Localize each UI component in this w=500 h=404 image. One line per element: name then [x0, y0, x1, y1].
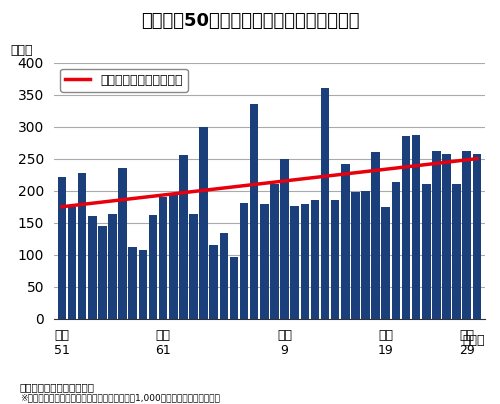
Bar [422, 184, 430, 319]
Bar [290, 206, 299, 319]
Bar [58, 177, 66, 319]
Text: （回）: （回） [10, 44, 33, 57]
Bar [361, 191, 370, 319]
Bar [179, 155, 188, 319]
Bar [270, 184, 278, 319]
Bar [210, 245, 218, 319]
Bar [220, 233, 228, 319]
Bar [260, 204, 268, 319]
Bar [78, 173, 86, 319]
Bar [351, 192, 360, 319]
Bar [432, 151, 440, 319]
Bar [452, 184, 461, 319]
Bar [300, 204, 309, 319]
Bar [462, 151, 471, 319]
Bar [108, 215, 117, 319]
Bar [148, 215, 158, 319]
Text: （年）: （年） [462, 335, 485, 347]
Bar [442, 154, 451, 319]
Bar [372, 152, 380, 319]
Text: 出典：気象庁ホームページ: 出典：気象庁ホームページ [20, 382, 95, 392]
Bar [98, 226, 106, 319]
Bar [169, 193, 177, 319]
Bar [402, 136, 410, 319]
Bar [382, 207, 390, 319]
Bar [88, 217, 96, 319]
Bar [250, 104, 258, 319]
Bar [392, 182, 400, 319]
Bar [321, 88, 330, 319]
Bar [472, 154, 481, 319]
Text: １時間に50㍉以上の雨の発生回数（全国）: １時間に50㍉以上の雨の発生回数（全国） [141, 12, 359, 30]
Bar [280, 159, 289, 319]
Bar [341, 164, 349, 319]
Bar [68, 207, 76, 319]
Bar [230, 257, 238, 319]
Bar [240, 203, 248, 319]
Legend: この期間の平均的な傾向: この期間の平均的な傾向 [60, 69, 188, 92]
Bar [412, 135, 420, 319]
Bar [159, 197, 168, 319]
Text: ※発生回数は、全国のアメダスによる観測値を1,000地点当たりに換算した値: ※発生回数は、全国のアメダスによる観測値を1,000地点当たりに換算した値 [20, 393, 220, 402]
Bar [189, 215, 198, 319]
Bar [200, 126, 208, 319]
Bar [310, 200, 319, 319]
Bar [128, 246, 137, 319]
Bar [331, 200, 340, 319]
Bar [118, 168, 127, 319]
Bar [138, 250, 147, 319]
